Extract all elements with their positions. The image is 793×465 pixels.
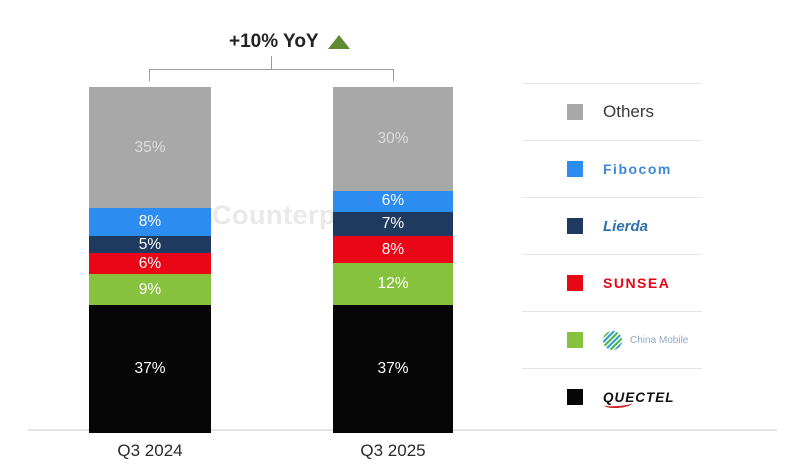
legend-swatch (567, 275, 583, 291)
legend-item-lierda: Lierda (522, 197, 702, 254)
legend-item-fibocom: Fibocom (522, 140, 702, 197)
bar-segment-lierda: 5% (89, 235, 211, 254)
bar-segment-sunsea: 8% (333, 235, 453, 264)
bar-segment-value: 7% (381, 214, 405, 232)
bar-segment-value: 37% (377, 360, 409, 378)
stacked-bar-1: 30% 6% 7% 8% 12% 37% (333, 87, 453, 433)
bar-segment-others: 30% (333, 87, 453, 191)
bar-segment-fibocom: 8% (89, 208, 211, 236)
yoy-annotation-label: +10% YoY (229, 31, 319, 52)
bar-segment-china-mobile: 9% (89, 273, 211, 305)
x-axis-label-q3-2024: Q3 2024 (117, 441, 183, 460)
bar-segment-sunsea: 6% (89, 253, 211, 274)
bar-segment-others: 35% (89, 87, 211, 209)
legend-brand-label: Lierda (603, 217, 649, 235)
yoy-annotation: +10% YoY (229, 31, 350, 53)
legend: Others Fibocom Lierda SUNSEA China Mobil… (522, 83, 702, 425)
bracket-horizontal-line (149, 69, 394, 70)
growth-up-triangle-icon (327, 35, 350, 49)
bar-segment-value: 9% (138, 280, 162, 298)
legend-swatch (567, 218, 583, 234)
legend-item-sunsea: SUNSEA (522, 254, 702, 311)
legend-swatch (567, 389, 583, 405)
legend-brand-label: China Mobile (630, 334, 689, 346)
bar-segment-fibocom: 6% (333, 190, 453, 212)
bar-segment-value: 37% (134, 360, 166, 378)
bar-segment-quectel: 37% (89, 304, 211, 433)
bar-segment-value: 12% (377, 275, 409, 293)
legend-item-china-mobile: China Mobile (522, 311, 702, 368)
legend-swatch (567, 104, 583, 120)
legend-swatch (567, 161, 583, 177)
legend-brand-label: Others (603, 102, 655, 121)
bracket-right-tick (392, 69, 394, 81)
bar-segment-china-mobile: 12% (333, 263, 453, 305)
stacked-bar-0: 35% 8% 5% 6% 9% 37% (89, 87, 211, 433)
bar-segment-value: 5% (138, 235, 162, 253)
bar-segment-value: 30% (377, 130, 409, 148)
x-axis-label-q3-2025: Q3 2025 (360, 441, 426, 460)
bar-segment-value: 6% (381, 192, 405, 210)
bar-segment-value: 35% (134, 138, 166, 156)
legend-item-others: Others (522, 83, 702, 140)
bracket-center-tick (271, 56, 272, 69)
bar-segment-lierda: 7% (333, 211, 453, 236)
china-mobile-globe-icon (603, 330, 622, 350)
legend-brand-label: QUECTEL (603, 389, 675, 405)
bar-segment-quectel: 37% (333, 304, 453, 433)
bar-segment-value: 6% (138, 254, 162, 272)
legend-swatch (567, 332, 583, 348)
bar-segment-value: 8% (138, 213, 162, 231)
bracket-left-tick (149, 69, 150, 81)
legend-brand-label: SUNSEA (603, 275, 671, 291)
legend-brand-label: Fibocom (603, 161, 672, 177)
bar-segment-value: 8% (381, 240, 405, 258)
legend-item-quectel: QUECTEL (522, 368, 702, 425)
